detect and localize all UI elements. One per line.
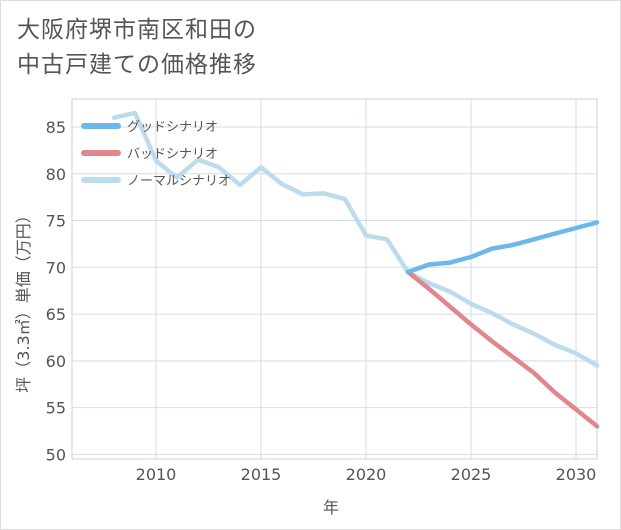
series-line-3	[111, 110, 600, 368]
x-tick-label: 2015	[241, 465, 282, 484]
x-tick-label: 2010	[136, 465, 177, 484]
y-tick-label: 80	[46, 165, 66, 184]
plot-area	[71, 98, 598, 460]
x-axis-label: 年	[323, 498, 339, 517]
legend-label-2: バッドシナリオ	[127, 147, 218, 162]
chart-title-line-1: 大阪府堺市南区和田の	[17, 17, 257, 43]
chart-title-line-2: 中古戸建ての価格推移	[17, 52, 257, 78]
legend-label-1: グッドシナリオ	[127, 120, 218, 135]
x-tick-label: 2020	[346, 465, 387, 484]
chart-title: 大阪府堺市南区和田の 中古戸建ての価格推移	[17, 13, 257, 83]
y-tick-label: 60	[46, 352, 66, 371]
y-tick-label: 55	[46, 399, 66, 418]
y-axis-label: 坪（3.3㎡）単価（万円）	[14, 207, 33, 392]
y-tick-label: 85	[46, 118, 66, 137]
grid-layer	[71, 98, 598, 460]
x-tick-label: 2030	[556, 465, 597, 484]
y-tick-label: 65	[46, 305, 66, 324]
axis-layer: 50 55 60 65 70 75 80 85 2010 2015 2020 2025 2030	[46, 118, 597, 484]
y-tick-label: 75	[46, 212, 66, 231]
y-tick-label: 50	[46, 445, 66, 464]
x-tick-label: 2025	[451, 465, 492, 484]
series-line-2	[405, 269, 600, 429]
series-line-1	[405, 220, 600, 275]
legend-label-3: ノーマルシナリオ	[127, 174, 231, 189]
series-layer	[111, 110, 600, 429]
y-tick-label: 70	[46, 258, 66, 277]
